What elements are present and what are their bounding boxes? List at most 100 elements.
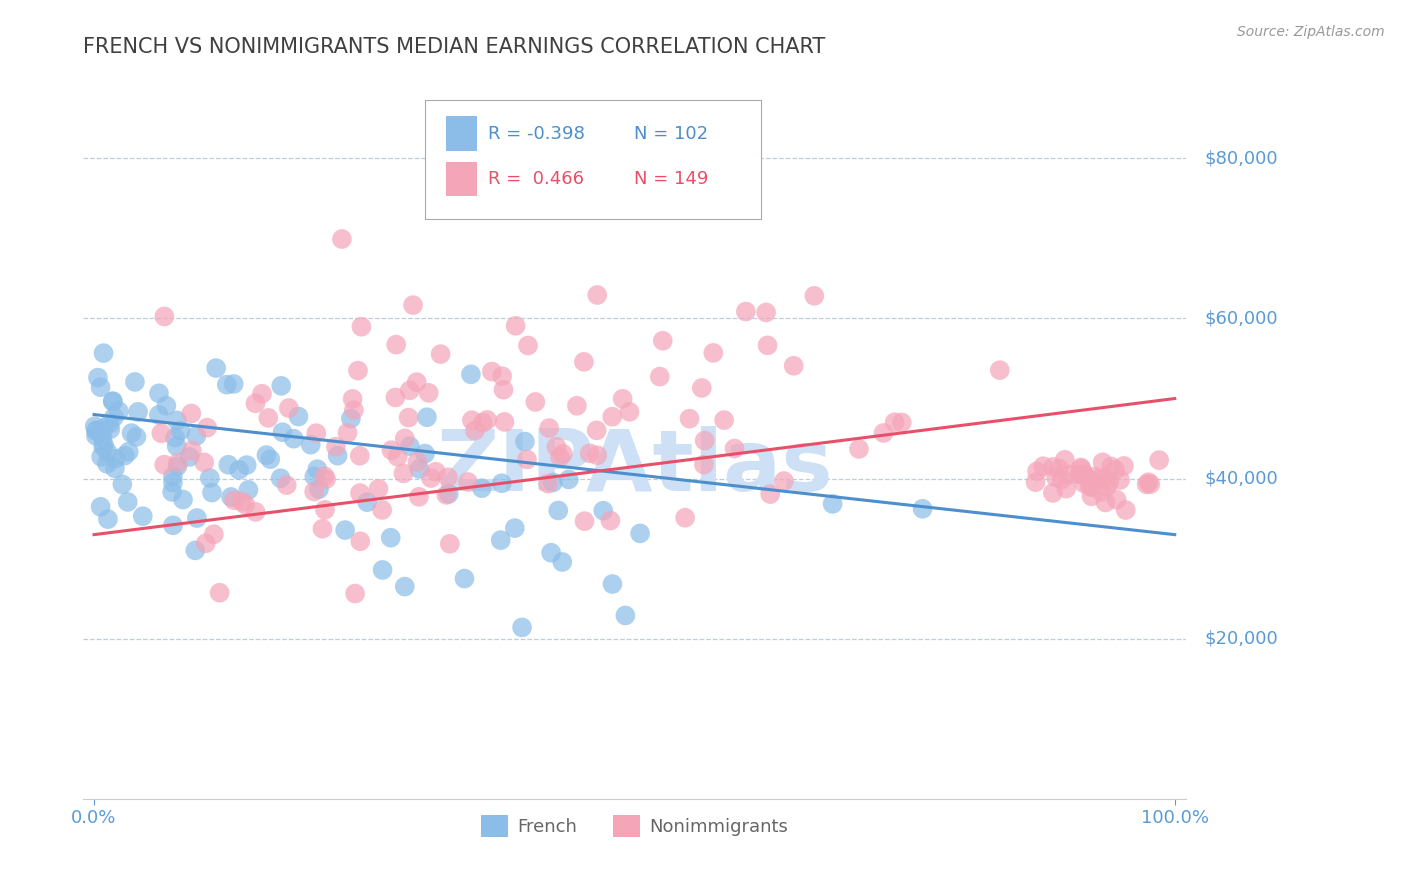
Point <box>90 500 112 514</box>
Point <box>783 359 806 373</box>
Point <box>217 458 239 472</box>
Point <box>398 410 420 425</box>
Point <box>1098 475 1121 490</box>
Point <box>233 498 256 512</box>
Point <box>434 488 457 502</box>
Point <box>1147 453 1170 467</box>
Point <box>1084 469 1107 483</box>
Point <box>1073 467 1095 482</box>
Point <box>1070 460 1092 475</box>
Point <box>304 469 326 483</box>
Point <box>117 495 139 509</box>
Point <box>437 487 460 501</box>
Point <box>87 370 110 384</box>
Point <box>723 442 745 456</box>
Point <box>398 439 420 453</box>
Point <box>349 486 371 500</box>
Point <box>165 431 187 445</box>
Point <box>314 469 336 483</box>
Point <box>155 399 177 413</box>
Point <box>166 439 188 453</box>
Point <box>690 381 713 395</box>
Point <box>464 424 486 438</box>
Point <box>150 426 173 441</box>
Point <box>1042 459 1064 474</box>
Point <box>1080 480 1102 494</box>
Text: N = 149: N = 149 <box>634 170 709 188</box>
Point <box>371 563 394 577</box>
Point <box>84 423 107 437</box>
Point <box>510 620 533 634</box>
Point <box>1090 484 1112 499</box>
Point <box>121 425 143 440</box>
Point <box>1091 455 1114 469</box>
Point <box>551 447 574 461</box>
Point <box>413 447 436 461</box>
Point <box>283 432 305 446</box>
Point <box>205 361 228 376</box>
Point <box>1104 463 1126 477</box>
Point <box>193 455 215 469</box>
Point <box>186 429 208 443</box>
Point <box>1069 467 1091 482</box>
Bar <box>446 117 477 151</box>
Point <box>516 452 538 467</box>
Point <box>195 420 218 434</box>
Point <box>222 493 245 508</box>
Point <box>803 289 825 303</box>
Point <box>1054 482 1077 496</box>
Point <box>166 459 188 474</box>
Point <box>124 375 146 389</box>
Point <box>551 555 574 569</box>
Point <box>1112 458 1135 473</box>
Point <box>222 376 245 391</box>
Point <box>127 405 149 419</box>
Point <box>572 355 595 369</box>
Point <box>98 422 121 436</box>
Point <box>651 334 673 348</box>
Text: N = 102: N = 102 <box>634 125 709 143</box>
Point <box>277 401 299 415</box>
Point <box>586 448 609 462</box>
Point <box>1069 467 1091 482</box>
Point <box>693 458 716 472</box>
Point <box>524 395 547 409</box>
Point <box>380 531 402 545</box>
Point <box>1105 492 1128 507</box>
Point <box>344 586 367 600</box>
Point <box>125 430 148 444</box>
Point <box>988 363 1011 377</box>
Point <box>245 505 267 519</box>
Point <box>96 445 118 459</box>
Point <box>160 484 183 499</box>
Point <box>153 458 176 472</box>
Point <box>83 419 105 434</box>
Point <box>1095 480 1118 494</box>
Point <box>101 394 124 409</box>
Point <box>439 537 461 551</box>
Point <box>371 503 394 517</box>
Point <box>505 318 527 333</box>
Point <box>271 425 294 440</box>
Point <box>148 386 170 401</box>
Point <box>111 477 134 491</box>
Point <box>186 511 208 525</box>
Point <box>734 304 756 318</box>
Point <box>325 440 347 454</box>
Point <box>541 475 564 490</box>
Point <box>565 399 588 413</box>
Point <box>194 536 217 550</box>
Text: $20,000: $20,000 <box>1205 630 1278 648</box>
Point <box>162 469 184 483</box>
Point <box>1026 464 1049 478</box>
Point <box>713 413 735 427</box>
Point <box>602 577 624 591</box>
Point <box>408 490 430 504</box>
Point <box>1095 470 1118 484</box>
Point <box>208 585 231 599</box>
Point <box>1045 470 1067 484</box>
Point <box>911 501 934 516</box>
Point <box>228 463 250 477</box>
Point <box>1087 472 1109 486</box>
Point <box>453 572 475 586</box>
